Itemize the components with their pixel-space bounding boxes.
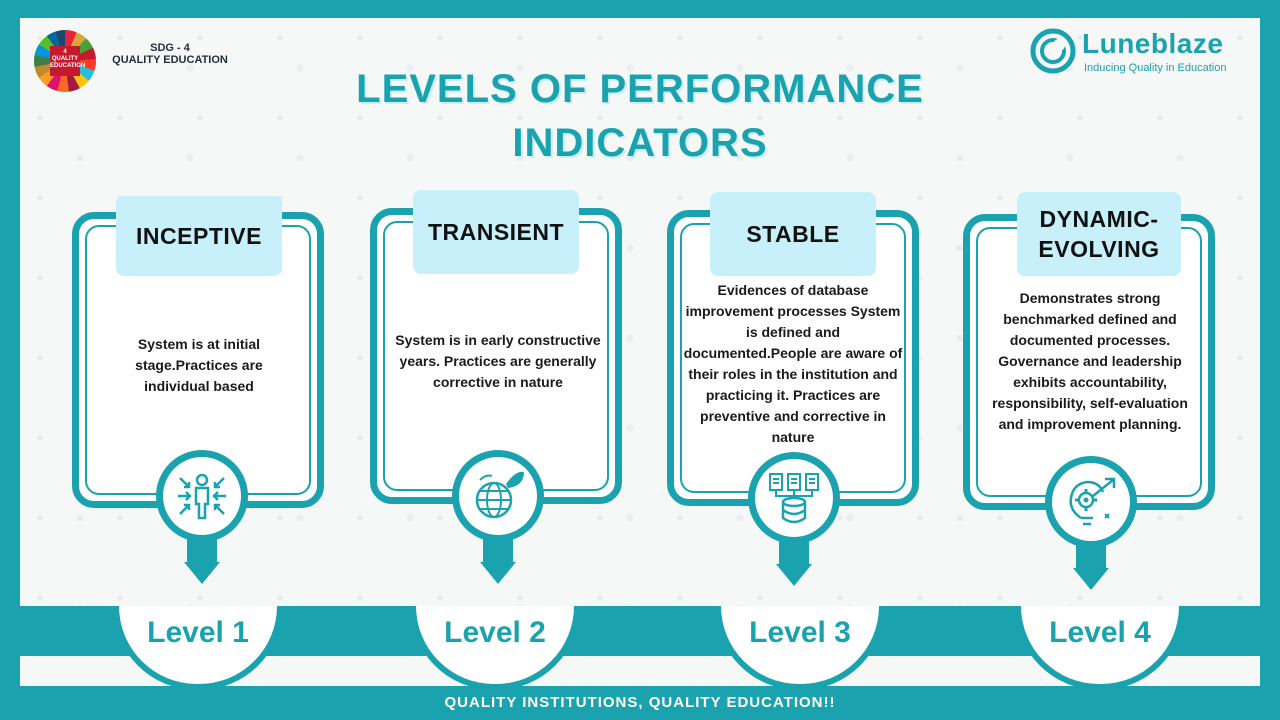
- sdg-goal: QUALITY EDUCATION: [112, 54, 228, 66]
- card-description-3: Evidences of database improvement proces…: [683, 282, 903, 445]
- icon-circle-4: [1045, 456, 1137, 548]
- sdg-label: SDG - 4 QUALITY EDUCATION: [100, 42, 240, 66]
- card-label-stable: STABLE: [710, 192, 876, 276]
- card-label-line-2: EVOLVING: [1038, 236, 1160, 262]
- icon-circle-1: [156, 450, 248, 542]
- icon-circle-3: [748, 452, 840, 544]
- level-label-3: Level 3: [749, 616, 851, 649]
- title-line-1: LEVELS OF PERFORMANCE: [356, 67, 924, 111]
- bulb-gear-arrow-icon: [1069, 477, 1116, 526]
- card-label-transient: TRANSIENT: [413, 190, 579, 274]
- sdg-logo: 4 QUALITY EDUCATION: [34, 30, 96, 92]
- title-line-2: INDICATORS: [512, 121, 768, 165]
- sdg-badge: 4 QUALITY EDUCATION: [50, 46, 85, 76]
- page-title: LEVELS OF PERFORMANCE INDICATORS: [290, 62, 990, 170]
- level-label-2: Level 2: [444, 616, 546, 649]
- level-label-1: Level 1: [147, 616, 249, 649]
- globe-leaf-icon: [475, 471, 524, 519]
- pin-4: [1073, 568, 1109, 590]
- pin-2: [480, 562, 516, 584]
- card-description-4: Demonstrates strong benchmarked defined …: [992, 290, 1188, 432]
- icon-circle-2: [452, 450, 544, 542]
- pin-3: [776, 564, 812, 586]
- level-label-4: Level 4: [1049, 616, 1151, 649]
- luneblaze-logo-icon: [1030, 28, 1076, 74]
- sdg-number: SDG - 4: [150, 42, 190, 54]
- brand-logo: Luneblaze Inducing Quality in Education: [1030, 28, 1260, 78]
- card-label-line-1: DYNAMIC-: [1039, 206, 1159, 232]
- card-label-dynamic-evolving: DYNAMIC- EVOLVING: [1017, 192, 1181, 276]
- footer-slogan: QUALITY INSTITUTIONS, QUALITY EDUCATION!…: [444, 694, 836, 711]
- card-description-1: System is at initial stage.Practices are…: [135, 336, 263, 394]
- documents-database-icon: [769, 473, 819, 524]
- person-arrows-icon: [178, 473, 226, 520]
- card-description-2: System is in early constructive years. P…: [395, 332, 601, 390]
- pin-1: [184, 562, 220, 584]
- brand-tagline: Inducing Quality in Education: [1084, 62, 1227, 74]
- brand-name: Luneblaze: [1082, 28, 1224, 59]
- card-label-inceptive: INCEPTIVE: [116, 196, 282, 276]
